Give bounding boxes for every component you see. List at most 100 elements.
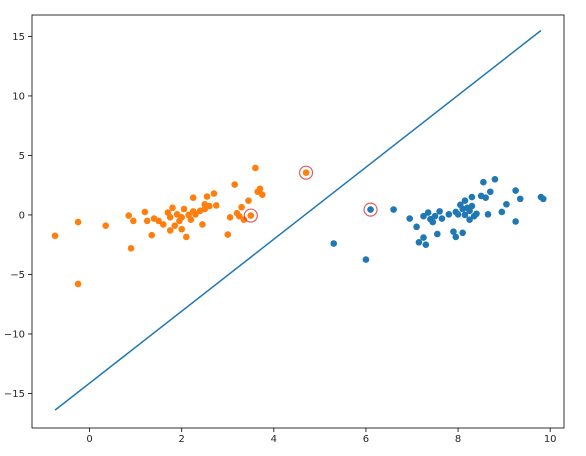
axis-layer: 0 2 4 6 8 10 −15 −10 −5 0 5 10 15 [4, 14, 565, 445]
scatter-point-class-0 [434, 230, 441, 238]
scatter-point-class-1 [178, 225, 185, 233]
scatter-point-class-0 [468, 202, 476, 210]
scatter-point-class-0 [459, 229, 466, 237]
scatter-point-class-1 [187, 216, 195, 224]
scatter-point-class-0 [362, 256, 370, 263]
scatter-point-class-0 [512, 187, 519, 194]
scatter-point-class-0 [452, 233, 460, 241]
scatter-point-class-0 [406, 215, 413, 222]
scatter-point-class-0 [420, 212, 427, 220]
highlighted-point-ring [298, 165, 314, 180]
scatter-point-class-1 [159, 221, 167, 228]
y-tick-label: 10 [12, 91, 25, 102]
scatter-point-class-0 [415, 239, 423, 246]
scatter-point-class-0 [390, 206, 397, 213]
scatter-point-class-1 [210, 190, 218, 197]
scatter-point-class-1 [256, 185, 264, 193]
scatter-point-class-1 [148, 231, 156, 239]
scatter-point-class-1 [240, 216, 248, 224]
scatter-point-class-0 [484, 211, 492, 218]
x-tick-label: 2 [179, 434, 185, 445]
scatter-point-class-1 [125, 212, 133, 219]
scatter-point-class-1 [302, 169, 310, 177]
scatter-point-class-0 [468, 193, 476, 201]
scatter-point-class-1 [51, 232, 59, 240]
scatter-point-class-1 [206, 202, 213, 210]
scatter-point-class-0 [413, 223, 420, 231]
scatter-point-class-0 [482, 194, 489, 201]
scatter-point-class-1 [212, 202, 220, 209]
scatter-point-class-0 [539, 195, 547, 203]
scatter-point-class-1 [259, 191, 266, 199]
x-tick-label: 8 [455, 434, 461, 445]
scatter-point-class-1 [238, 203, 245, 211]
scatter-point-class-1 [252, 164, 259, 172]
scatter-point-class-1 [226, 214, 234, 221]
scatter-point-class-1 [192, 211, 199, 218]
scatter-point-class-1 [235, 212, 243, 220]
y-tick-label: 5 [19, 151, 25, 162]
scatter-point-class-1 [224, 231, 232, 238]
scatter-point-class-0 [330, 240, 337, 247]
scatter-point-class-0 [473, 210, 480, 218]
scatter-point-class-1 [141, 208, 149, 216]
scatter-point-class-1 [247, 212, 255, 219]
highlighted-point-ring [243, 208, 258, 223]
scatter-point-class-0 [480, 178, 487, 186]
y-tick-label: −15 [4, 389, 25, 400]
scatter-point-class-0 [461, 197, 469, 204]
scatter-point-class-0 [487, 188, 494, 196]
scatter-point-class-0 [516, 195, 524, 203]
scatter-point-class-0 [367, 206, 374, 213]
scatter-point-class-0 [498, 208, 506, 216]
scatter-point-class-0 [461, 211, 469, 219]
plot-layer [51, 29, 547, 411]
y-tick-label: 15 [12, 32, 25, 43]
scatter-point-class-1 [231, 181, 238, 188]
scatter-point-class-0 [436, 208, 443, 215]
scatter-point-class-0 [491, 175, 499, 183]
scatter-point-class-0 [445, 211, 453, 218]
x-tick-label: 4 [271, 434, 277, 445]
y-tick-label: −5 [10, 270, 25, 281]
scatter-point-class-1 [166, 227, 174, 234]
scatter-point-class-0 [503, 200, 510, 208]
scatter-point-class-1 [130, 217, 137, 225]
scatter-point-class-1 [169, 204, 176, 212]
scatter-point-class-0 [454, 211, 462, 218]
scatter-point-class-1 [178, 214, 185, 221]
scatter-point-class-0 [512, 218, 519, 225]
scatter-point-class-1 [245, 197, 252, 204]
x-tick-label: 0 [86, 434, 92, 445]
scatter-point-class-1 [143, 217, 151, 225]
axes-frame [31, 14, 565, 429]
scatter-point-class-0 [424, 209, 432, 216]
scatter-point-class-1 [189, 194, 197, 201]
scatter-point-class-1 [155, 217, 162, 225]
scatter-point-class-0 [420, 234, 427, 241]
scatter-point-class-1 [166, 214, 174, 221]
scatter-point-class-1 [199, 221, 206, 228]
decision-boundary-line [54, 29, 542, 411]
scatter-point-class-1 [127, 244, 135, 252]
scatter-point-class-0 [431, 212, 439, 220]
scatter-point-class-0 [438, 215, 446, 222]
scatter-point-class-1 [203, 193, 211, 200]
scatter-point-class-0 [422, 241, 430, 249]
y-tick-label: −10 [4, 329, 25, 340]
x-tick-label: 10 [544, 434, 557, 445]
scatter-point-class-1 [102, 222, 109, 229]
scatter-point-class-1 [74, 218, 82, 226]
scatter-point-class-0 [450, 228, 457, 235]
x-tick-label: 6 [363, 434, 369, 445]
y-tick-label: 0 [19, 210, 25, 221]
scatter-point-class-0 [466, 216, 473, 224]
scatter-point-class-1 [183, 233, 190, 241]
scatter-point-class-1 [74, 280, 82, 288]
scatter-point-class-1 [180, 205, 188, 213]
scatter-point-class-1 [171, 222, 179, 229]
highlighted-point-ring [363, 202, 378, 217]
